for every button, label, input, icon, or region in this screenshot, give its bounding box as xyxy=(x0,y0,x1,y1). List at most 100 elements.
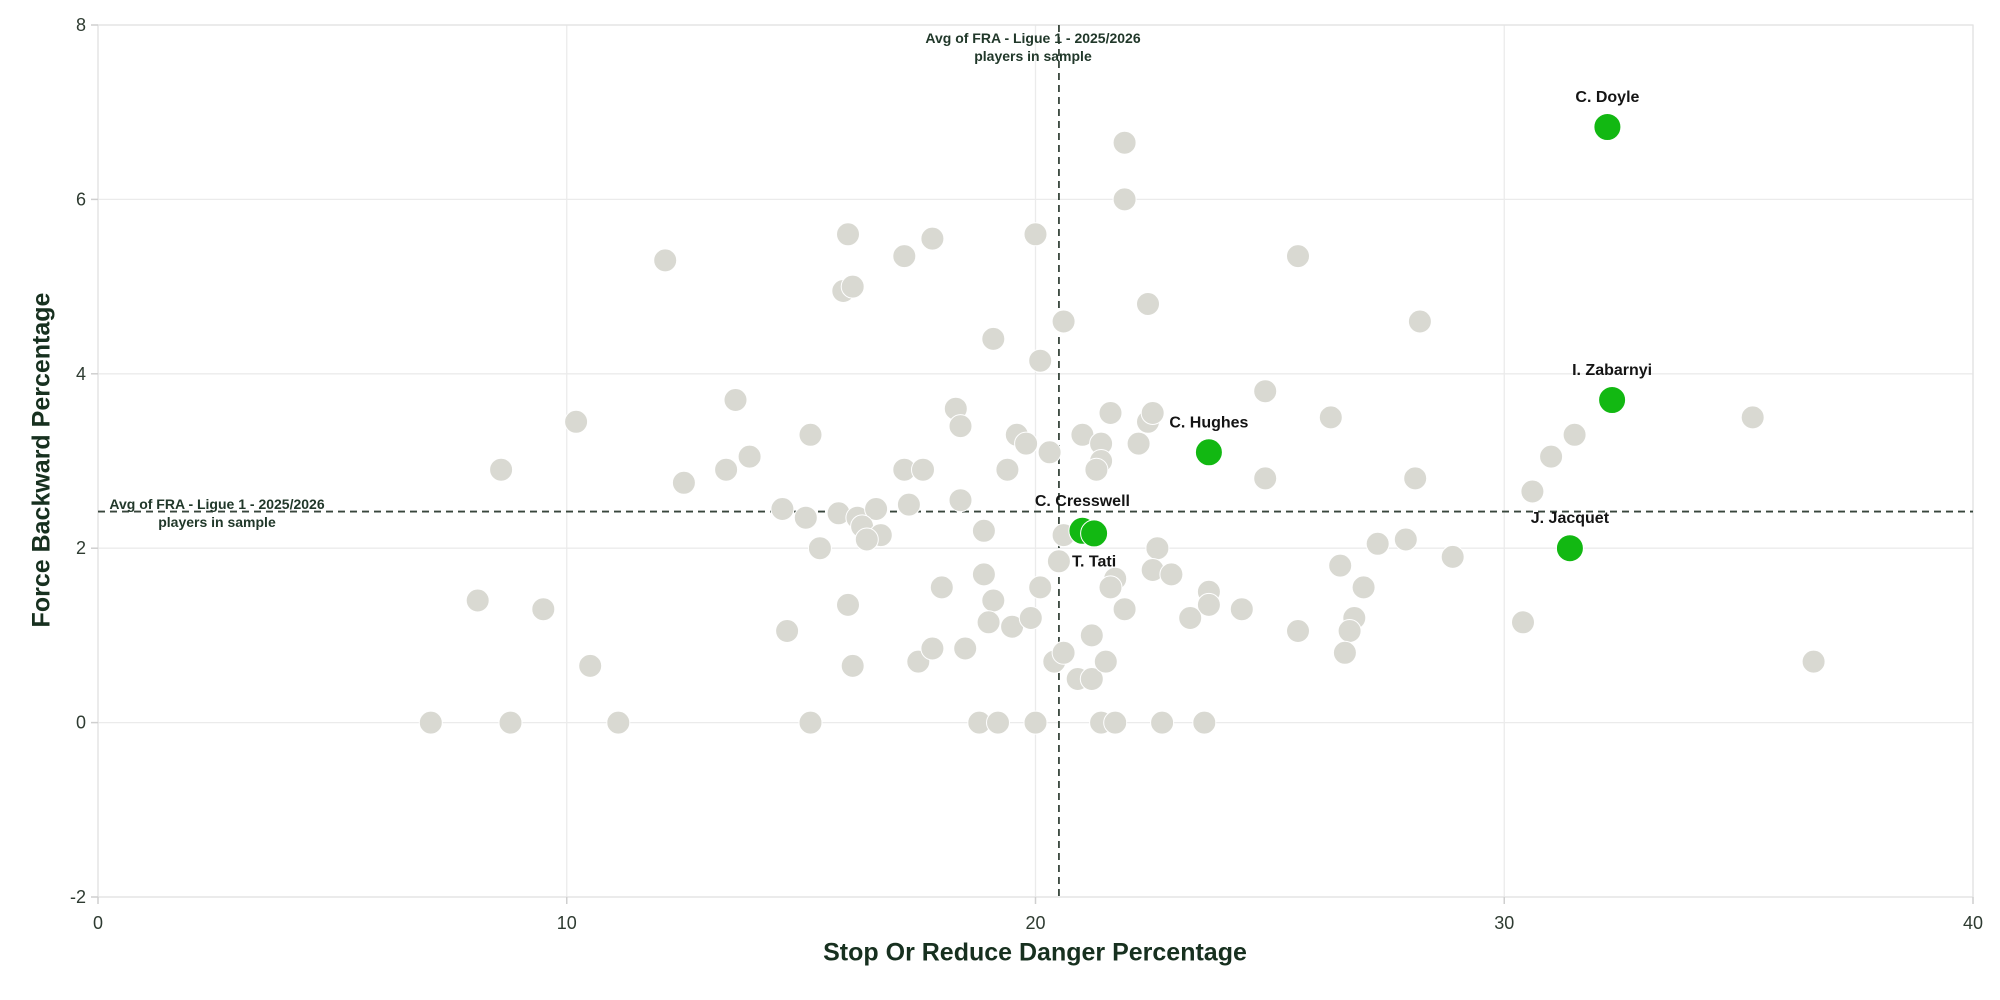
scatter-point[interactable] xyxy=(531,597,556,622)
scatter-point[interactable] xyxy=(840,653,865,678)
scatter-point[interactable] xyxy=(1136,292,1160,316)
scatter-point[interactable] xyxy=(1286,619,1310,643)
scatter-point[interactable] xyxy=(981,588,1006,613)
scatter-point[interactable] xyxy=(1407,309,1432,334)
scatter-point[interactable] xyxy=(1150,710,1175,735)
scatter-point[interactable] xyxy=(1196,592,1221,617)
scatter-point[interactable] xyxy=(1801,649,1826,674)
scatter-point[interactable] xyxy=(1098,401,1123,425)
scatter-point[interactable] xyxy=(1051,640,1076,665)
scatter-point[interactable] xyxy=(1023,222,1048,247)
scatter-point[interactable] xyxy=(1365,531,1390,556)
scatter-point[interactable] xyxy=(1145,536,1170,561)
scatter-point[interactable] xyxy=(929,575,954,600)
scatter-point[interactable] xyxy=(971,518,996,543)
scatter-point[interactable] xyxy=(1178,606,1203,630)
scatter-point[interactable] xyxy=(578,653,603,678)
scatter-point[interactable] xyxy=(671,470,696,495)
scatter-point[interactable] xyxy=(1093,649,1118,674)
highlight-point[interactable] xyxy=(1194,438,1223,467)
scatter-point[interactable] xyxy=(896,492,921,517)
scatter-point[interactable] xyxy=(1079,667,1104,691)
scatter-point[interactable] xyxy=(1253,466,1278,491)
scatter-point[interactable] xyxy=(714,457,739,482)
scatter-point[interactable] xyxy=(1332,640,1357,665)
scatter-point[interactable] xyxy=(1318,405,1343,430)
scatter-point[interactable] xyxy=(807,536,832,561)
scatter-point[interactable] xyxy=(465,588,490,613)
scatter-point[interactable] xyxy=(1103,710,1128,735)
scatter-point[interactable] xyxy=(798,422,823,447)
highlight-point[interactable] xyxy=(1598,386,1627,414)
scatter-point[interactable] xyxy=(892,244,917,269)
x-tick-label: 40 xyxy=(1963,913,1983,933)
scatter-point[interactable] xyxy=(1112,597,1137,622)
scatter-point[interactable] xyxy=(986,710,1010,735)
highlight-point[interactable] xyxy=(1593,113,1622,141)
scatter-point[interactable] xyxy=(798,710,823,735)
scatter-point[interactable] xyxy=(1037,440,1062,465)
scatter-point[interactable] xyxy=(948,488,973,513)
scatter-point[interactable] xyxy=(1440,544,1465,569)
avg-vertical-line-label: Avg of FRA - Ligue 1 - 2025/2026 players… xyxy=(925,29,1140,65)
scatter-point[interactable] xyxy=(564,409,589,434)
scatter-point[interactable] xyxy=(971,562,996,587)
scatter-point[interactable] xyxy=(775,619,800,643)
scatter-point[interactable] xyxy=(1112,187,1137,212)
scatter-point[interactable] xyxy=(1192,710,1217,735)
scatter-point[interactable] xyxy=(948,414,973,439)
scatter-point[interactable] xyxy=(1126,431,1151,456)
scatter-point[interactable] xyxy=(953,636,978,661)
scatter-point[interactable] xyxy=(1520,479,1545,504)
scatter-point[interactable] xyxy=(1562,422,1587,447)
scatter-point[interactable] xyxy=(723,388,748,412)
scatter-point[interactable] xyxy=(836,592,860,617)
scatter-point[interactable] xyxy=(911,457,935,482)
scatter-point[interactable] xyxy=(1539,444,1564,469)
avg-horizontal-line-label: Avg of FRA - Ligue 1 - 2025/2026 players… xyxy=(100,495,334,531)
scatter-point[interactable] xyxy=(1159,562,1184,587)
scatter-point[interactable] xyxy=(418,710,443,735)
scatter-point[interactable] xyxy=(1023,710,1048,735)
scatter-point[interactable] xyxy=(1253,379,1278,404)
scatter-point[interactable] xyxy=(498,710,523,735)
scatter-point[interactable] xyxy=(836,222,860,247)
scatter-point[interactable] xyxy=(1328,553,1353,578)
scatter-point[interactable] xyxy=(653,248,678,273)
scatter-point[interactable] xyxy=(1084,457,1109,482)
scatter-point[interactable] xyxy=(1511,610,1535,635)
scatter-point[interactable] xyxy=(1229,597,1254,622)
scatter-point[interactable] xyxy=(1351,575,1376,600)
scatter-point[interactable] xyxy=(489,457,514,482)
scatter-point[interactable] xyxy=(1740,405,1765,430)
scatter-point[interactable] xyxy=(1051,309,1076,334)
scatter-point[interactable] xyxy=(981,326,1006,351)
scatter-point[interactable] xyxy=(1393,527,1418,552)
scatter-point[interactable] xyxy=(1014,431,1039,456)
scatter-point[interactable] xyxy=(1112,130,1137,155)
scatter-point[interactable] xyxy=(606,710,631,735)
scatter-point[interactable] xyxy=(770,497,795,521)
scatter-point[interactable] xyxy=(995,457,1020,482)
scatter-point[interactable] xyxy=(1286,244,1310,269)
scatter-point[interactable] xyxy=(1098,575,1123,600)
scatter-point[interactable] xyxy=(1046,549,1071,574)
scatter-point[interactable] xyxy=(854,527,879,552)
scatter-point[interactable] xyxy=(1028,575,1053,600)
scatter-point[interactable] xyxy=(920,226,945,251)
scatter-point[interactable] xyxy=(976,610,1001,635)
scatter-point[interactable] xyxy=(1028,348,1053,373)
scatter-point[interactable] xyxy=(920,636,945,661)
scatter-point[interactable] xyxy=(1018,606,1043,630)
scatter-point[interactable] xyxy=(840,274,865,299)
highlight-point[interactable] xyxy=(1555,534,1584,563)
scatter-point[interactable] xyxy=(1140,401,1165,425)
scatter-point[interactable] xyxy=(864,497,889,521)
scatter-point[interactable] xyxy=(737,444,762,469)
scatter-point[interactable] xyxy=(793,505,818,530)
scatter-point[interactable] xyxy=(1403,466,1428,491)
scatter-point[interactable] xyxy=(1337,619,1362,643)
scatter-point[interactable] xyxy=(1079,623,1104,648)
highlight-point[interactable] xyxy=(1080,519,1109,548)
